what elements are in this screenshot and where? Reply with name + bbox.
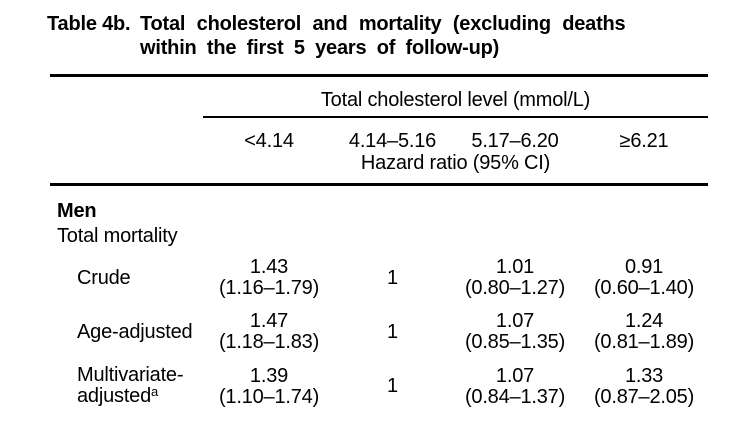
cell-age-col4: 1.24 (0.81–1.89): [593, 310, 695, 353]
table-title-line2: within the first 5 years of follow-up): [140, 37, 500, 59]
column-header-5-17-6-20: 5.17–6.20: [471, 130, 559, 152]
subheader-row: Hazard ratio (95% CI): [50, 152, 709, 186]
table-row-age-adjusted: Age-adjusted 1.47 (1.18–1.83) 1 1.07 (0.…: [50, 304, 708, 358]
cell-crude-col2: 1: [387, 266, 398, 289]
group-header-cell: Total cholesterol level (mmol/L): [203, 75, 709, 118]
cell-crude-col3: 1.01 (0.80–1.27): [464, 256, 566, 299]
cell-crude-col1: 1.43 (1.16–1.79): [218, 256, 320, 299]
cell-multi-col3: 1.07 (0.84–1.37): [464, 364, 566, 408]
subheader-cell: Hazard ratio (95% CI): [203, 152, 709, 186]
row-label-multivariate-adjusted: Multivariate- adjusteda: [50, 358, 203, 413]
subheader-spacer: [50, 152, 203, 186]
table-title: Total cholesterol and mortality (excludi…: [140, 12, 718, 60]
column-header-row: <4.14 4.14–5.16 5.17–6.20 ≥6.21: [50, 117, 708, 152]
subsection-label: Total mortality: [57, 225, 178, 247]
column-header-lt-4-14: <4.14: [244, 130, 294, 152]
cell-multi-col4: 1.33 (0.87–2.05): [593, 364, 695, 408]
column-header-ge-6-21: ≥6.21: [619, 130, 669, 152]
cell-age-col1: 1.47 (1.18–1.83): [218, 310, 320, 353]
multivariate-label-line1: Multivariate-: [77, 364, 184, 386]
table-caption: Table 4b. Total cholesterol and mortalit…: [47, 12, 737, 60]
table-title-line1: Total cholesterol and mortality (excludi…: [140, 13, 626, 35]
table-number: Table 4b.: [47, 13, 131, 35]
subsection-row-total-mortality: Total mortality: [50, 223, 708, 250]
column-header-4-14-5-16: 4.14–5.16: [348, 130, 437, 152]
section-row-men: Men: [50, 185, 708, 224]
row-label-age-adjusted: Age-adjusted: [77, 320, 193, 343]
cell-multi-col2: 1: [387, 375, 398, 397]
cell-age-col3: 1.07 (0.85–1.35): [464, 310, 566, 353]
section-label: Men: [57, 200, 97, 222]
group-header-row: Total cholesterol level (mmol/L): [50, 75, 709, 118]
cell-crude-col4: 0.91 (0.60–1.40): [593, 256, 695, 299]
multivariate-label-line2: adjusted: [77, 385, 152, 407]
hazard-ratio-table: Total cholesterol level (mmol/L) <4.14 4…: [50, 74, 709, 413]
footnote-marker-a: a: [151, 384, 159, 399]
table-row-multivariate-adjusted: Multivariate- adjusteda 1.39 (1.10–1.74)…: [50, 358, 708, 413]
column-header-spacer: [50, 117, 203, 152]
table-row-crude: Crude 1.43 (1.16–1.79) 1 1.01 (0.80–1.27…: [50, 250, 708, 304]
cell-multi-col1: 1.39 (1.10–1.74): [218, 364, 320, 408]
group-header-spacer: [50, 76, 203, 118]
cell-age-col2: 1: [387, 320, 398, 343]
row-label-crude: Crude: [77, 266, 131, 289]
